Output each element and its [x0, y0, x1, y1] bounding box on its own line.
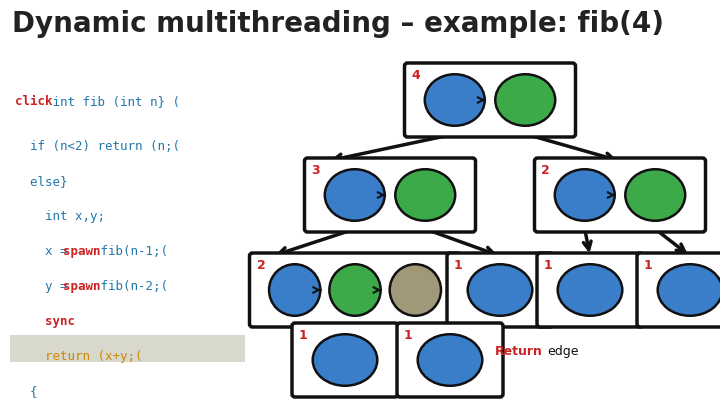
Text: fib(n-1;(: fib(n-1;( [93, 245, 168, 258]
Text: int fib (int n} (: int fib (int n} ( [45, 95, 180, 108]
Text: 3: 3 [312, 164, 320, 177]
Text: 1: 1 [299, 329, 307, 342]
Text: 1: 1 [644, 259, 653, 272]
Text: if (n<2) return (n;(: if (n<2) return (n;( [15, 140, 180, 153]
FancyBboxPatch shape [250, 253, 461, 327]
FancyBboxPatch shape [292, 323, 398, 397]
FancyBboxPatch shape [637, 253, 720, 327]
Text: 2: 2 [541, 164, 550, 177]
Text: click: click [15, 95, 53, 108]
Ellipse shape [495, 74, 555, 126]
FancyBboxPatch shape [405, 63, 575, 137]
Text: spawn: spawn [63, 280, 101, 293]
FancyBboxPatch shape [537, 253, 643, 327]
Text: edge: edge [547, 345, 578, 358]
Text: spawn: spawn [63, 245, 101, 258]
FancyBboxPatch shape [305, 158, 475, 232]
Text: Return: Return [495, 345, 543, 358]
Text: x =: x = [15, 245, 75, 258]
Ellipse shape [390, 264, 441, 316]
Text: int x,y;: int x,y; [15, 210, 105, 223]
Ellipse shape [558, 264, 622, 316]
Ellipse shape [657, 264, 720, 316]
Ellipse shape [625, 169, 685, 221]
Text: Dynamic multithreading – example: fib(4): Dynamic multithreading – example: fib(4) [12, 10, 664, 38]
Text: y =: y = [15, 280, 75, 293]
Ellipse shape [468, 264, 532, 316]
Ellipse shape [555, 169, 615, 221]
Text: {: { [15, 385, 37, 398]
Text: 2: 2 [256, 259, 265, 272]
Ellipse shape [325, 169, 384, 221]
FancyBboxPatch shape [447, 253, 553, 327]
Text: return (x+y;(: return (x+y;( [15, 350, 143, 363]
Ellipse shape [312, 334, 377, 386]
FancyBboxPatch shape [397, 323, 503, 397]
Ellipse shape [395, 169, 455, 221]
Text: sync: sync [15, 315, 75, 328]
Text: 1: 1 [544, 259, 553, 272]
Text: else}: else} [15, 175, 68, 188]
Text: 1: 1 [404, 329, 413, 342]
Ellipse shape [418, 334, 482, 386]
Text: 1: 1 [454, 259, 463, 272]
Text: fib(n-2;(: fib(n-2;( [93, 280, 168, 293]
Ellipse shape [269, 264, 320, 316]
Ellipse shape [425, 74, 485, 126]
Text: 4: 4 [412, 69, 420, 82]
FancyBboxPatch shape [534, 158, 706, 232]
FancyBboxPatch shape [10, 335, 245, 362]
Ellipse shape [329, 264, 381, 316]
